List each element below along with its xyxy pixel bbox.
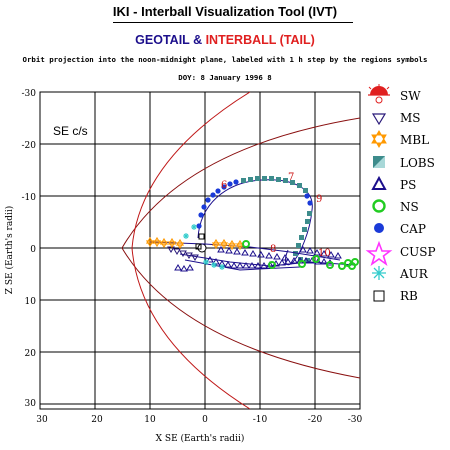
hour-label: 8 xyxy=(270,244,276,255)
z-tick-label: -10 xyxy=(22,193,37,203)
filled-circle-icon xyxy=(374,223,384,233)
half-square-icon xyxy=(373,156,385,168)
cap-markers xyxy=(196,179,313,229)
legend-label: AUR xyxy=(399,267,429,281)
neutral-sheet-markers xyxy=(242,240,359,270)
z-axis-title: Z SE (Earth's radii) xyxy=(4,206,15,295)
hour-label: 6 xyxy=(221,180,227,191)
bow-shock-curve xyxy=(121,117,360,379)
circle-outline-icon xyxy=(372,199,386,213)
earth-icon xyxy=(197,243,207,253)
z-tick-label: -30 xyxy=(22,89,37,99)
legend-label: RB xyxy=(400,289,418,303)
legend-label: CAP xyxy=(400,222,426,236)
date-line: DOY: 8 January 1996 8 xyxy=(178,73,272,82)
legend-item-cap: CAP xyxy=(374,222,426,236)
plot-description: Orbit projection into the noon-midnight … xyxy=(22,55,428,64)
mbl-markers xyxy=(145,236,245,251)
z-tick-label: 10 xyxy=(25,297,37,307)
frame-label: SE c/s xyxy=(53,124,88,138)
legend-label: MBL xyxy=(400,133,429,147)
legend-label: NS xyxy=(400,200,419,214)
z-tick-label: 0 xyxy=(30,245,36,255)
app-title: IKI - Interball Visualization Tool (IVT) xyxy=(112,4,338,19)
legend-label: CUSP xyxy=(400,245,436,259)
legend-item-mbl: MBL xyxy=(371,130,429,148)
x-tick-label: -10 xyxy=(253,415,268,425)
x-tick-label: 10 xyxy=(144,415,156,425)
triangle-up-icon xyxy=(371,175,387,190)
hour-labels: 6 7 8 9 10 xyxy=(221,172,331,259)
legend-item-lobs: LOBS xyxy=(373,156,435,170)
legend-item-ms: MS xyxy=(371,111,421,126)
square-icon xyxy=(373,290,385,302)
legend-item-cusp: CUSP xyxy=(365,240,436,267)
x-axis-title: X SE (Earth's radii) xyxy=(156,433,245,444)
z-tick-labels: -30 -20 -10 0 10 20 30 xyxy=(22,89,37,409)
sun-icon xyxy=(368,84,390,104)
radiation-belt-markers xyxy=(195,233,205,250)
legend-item-ps: PS xyxy=(371,175,416,192)
x-tick-label: 20 xyxy=(91,415,103,425)
x-tick-label: -20 xyxy=(308,415,323,425)
legend-label: PS xyxy=(400,178,416,192)
x-tick-labels: 30 20 10 0 -10 -20 -30 xyxy=(36,415,362,425)
legend-item-rb: RB xyxy=(373,289,418,303)
interball-label: INTERBALL (TAIL) xyxy=(205,33,315,47)
legend-label: LOBS xyxy=(400,156,435,170)
ampersand: & xyxy=(193,33,203,47)
z-tick-label: -20 xyxy=(22,141,37,151)
title-underline xyxy=(113,22,353,23)
x-tick-label: 0 xyxy=(202,415,208,425)
aurora-markers xyxy=(183,224,225,270)
legend: SW MS MBL LOBS PS NS xyxy=(365,84,436,303)
x-tick-label: -30 xyxy=(348,415,363,425)
hour-label: 7 xyxy=(288,172,294,183)
legend-item-sw: SW xyxy=(368,84,421,104)
legend-label: MS xyxy=(400,111,421,125)
mission-title: GEOTAIL & INTERBALL (TAIL) xyxy=(0,33,450,47)
z-tick-label: 20 xyxy=(25,349,37,359)
z-tick-label: 30 xyxy=(25,399,37,409)
triangle-down-icon xyxy=(371,113,387,126)
tick-marks xyxy=(40,91,45,405)
geotail-label: GEOTAIL xyxy=(135,33,190,47)
x-tick-label: 30 xyxy=(36,415,48,425)
lobe-markers xyxy=(241,176,312,263)
legend-label: SW xyxy=(400,89,421,103)
star-of-david-icon xyxy=(371,130,387,148)
msheath-markers xyxy=(167,246,199,261)
hour-label: 10 xyxy=(318,248,331,259)
legend-item-ns: NS xyxy=(372,199,419,214)
asterisk-icon xyxy=(372,266,386,280)
hour-label: 9 xyxy=(316,194,322,205)
legend-item-aur: AUR xyxy=(372,266,429,281)
pentagram-icon xyxy=(365,240,393,267)
magnetopause-curve xyxy=(131,92,251,409)
